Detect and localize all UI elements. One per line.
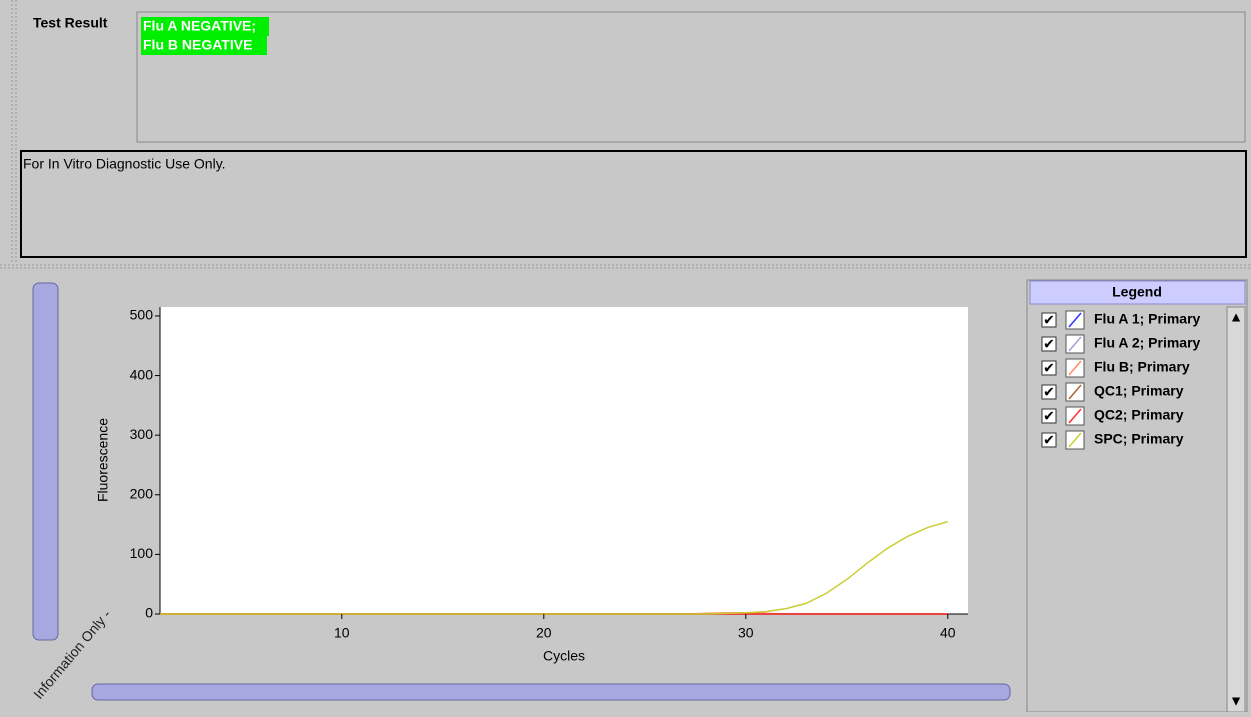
y-tick-label: 400: [130, 366, 154, 382]
legend-check: ✔: [1043, 408, 1055, 424]
y-tick-label: 100: [130, 545, 154, 561]
legend-check: ✔: [1043, 384, 1055, 400]
vertical-slider[interactable]: [32, 282, 59, 641]
note: For In Vitro Diagnostic Use Only.: [23, 156, 226, 172]
x-tick-label: 30: [738, 625, 754, 641]
result-box: [136, 11, 1246, 143]
result-highlight: [141, 17, 269, 36]
x-tick-label: 10: [334, 625, 350, 641]
legend-swatch: [1068, 312, 1082, 328]
legend-checkbox[interactable]: [1041, 384, 1057, 400]
legend-scrollbar[interactable]: [1226, 306, 1246, 713]
result-label: Test Result: [33, 15, 108, 31]
legend-checkbox[interactable]: [1041, 336, 1057, 352]
scroll-down[interactable]: ▼: [1229, 693, 1243, 709]
y-tick-label: 300: [130, 426, 154, 442]
legend-entry: SPC; Primary: [1094, 431, 1184, 447]
note-box: [20, 150, 1247, 258]
legend-checkbox[interactable]: [1041, 360, 1057, 376]
series-line: [160, 520, 949, 615]
legend-swatch: [1068, 432, 1082, 448]
legend-title: Legend: [1112, 284, 1162, 300]
legend-entry: QC2; Primary: [1094, 407, 1184, 423]
legend-check: ✔: [1043, 336, 1055, 352]
y-tick-label: 500: [130, 307, 154, 323]
result-line: Flu A NEGATIVE;: [143, 18, 256, 34]
series-layer: [160, 520, 949, 615]
legend-check: ✔: [1043, 432, 1055, 448]
scroll-up[interactable]: ▲: [1229, 309, 1243, 325]
y-tick-label: 0: [145, 605, 153, 621]
legend-entry: QC1; Primary: [1094, 383, 1184, 399]
legend-swatch: [1068, 408, 1082, 424]
y-tick-label: 200: [130, 485, 154, 501]
legend-check: ✔: [1043, 360, 1055, 376]
x-tick-label: 40: [940, 625, 956, 641]
legend-checkbox[interactable]: [1041, 432, 1057, 448]
legend-swatch: [1068, 384, 1082, 400]
result-line: Flu B NEGATIVE: [143, 37, 252, 53]
legend-entry: Flu B; Primary: [1094, 359, 1190, 375]
legend-checkbox[interactable]: [1041, 408, 1057, 424]
legend-panel: [1026, 279, 1248, 713]
legend-check: ✔: [1043, 312, 1055, 328]
x-tick-label: 20: [536, 625, 552, 641]
result-highlight: [141, 36, 267, 55]
legend-entry: Flu A 1; Primary: [1094, 311, 1201, 327]
plot-area: [160, 307, 968, 614]
y-axis-label: Fluorescence: [95, 418, 111, 502]
legend-checkbox[interactable]: [1041, 312, 1057, 328]
legend-header: [1029, 280, 1246, 305]
horizontal-slider[interactable]: [91, 683, 1011, 701]
legend-swatch: [1068, 360, 1082, 376]
x-axis-label: Cycles: [543, 648, 585, 664]
legend-entry: Flu A 2; Primary: [1094, 335, 1201, 351]
legend-swatch: [1068, 336, 1082, 352]
